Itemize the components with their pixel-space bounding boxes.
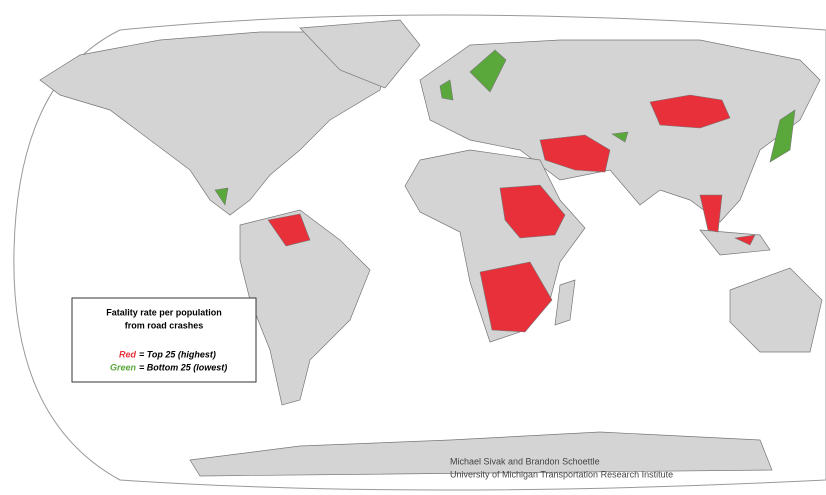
legend-title: from road crashes [125, 320, 204, 330]
legend: Fatality rate per population from road c… [71, 297, 257, 383]
legend-key: Red [119, 349, 137, 359]
legend-text: = Top 25 (highest) [139, 349, 216, 359]
bottom-25-countries [214, 49, 796, 206]
credit: University of Michigan Transportation Re… [450, 469, 673, 479]
legend-box [71, 297, 257, 383]
legend-text: = Bottom 25 (lowest) [139, 362, 227, 372]
legend-title: Fatality rate per population [106, 307, 222, 317]
legend-key: Green [110, 362, 137, 372]
credit: Michael Sivak and Brandon Schoettle [450, 456, 600, 466]
top-25-countries [267, 94, 756, 333]
